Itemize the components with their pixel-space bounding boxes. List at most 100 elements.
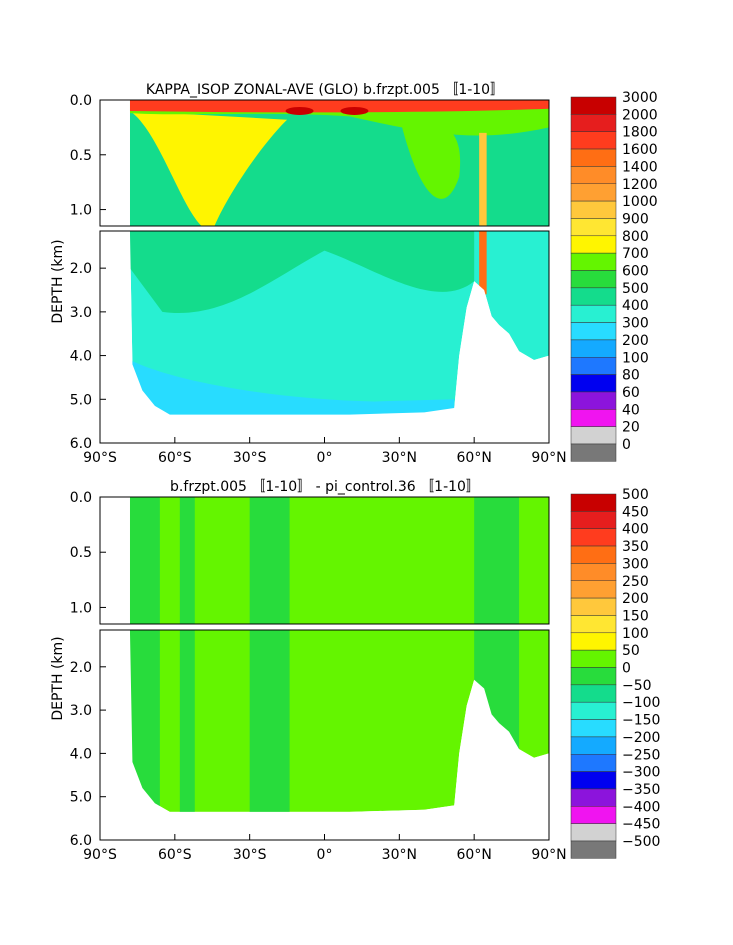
colorbar-label: 400: [622, 522, 649, 538]
colorbar-label: 1800: [622, 125, 658, 141]
colorbar-label: −300: [622, 765, 660, 781]
colorbar-swatch: [570, 684, 617, 703]
y-tick-label: 2.0: [70, 660, 92, 676]
colorbar-label: 500: [622, 487, 649, 503]
colorbar-label: 700: [622, 246, 649, 262]
colorbar-swatch: [570, 409, 617, 427]
colorbar-label: −400: [622, 799, 660, 815]
colorbar-swatch: [570, 183, 617, 202]
y-tick-label: 1.0: [70, 203, 92, 219]
colorbar-swatch: [570, 632, 617, 651]
colorbar-swatch: [570, 252, 617, 271]
chart-title: b.frzpt.005 〚1-10〛 - pi_control.36 〚1-10…: [170, 479, 480, 495]
colorbar-label: 80: [622, 368, 640, 384]
colorbar-swatch: [570, 511, 617, 529]
colorbar-label: 500: [622, 281, 649, 297]
negative-anomaly-column: [129, 497, 160, 624]
colorbar-swatch: [570, 443, 617, 462]
upper-depth-field: [100, 100, 549, 226]
upper-frame: [99, 99, 550, 227]
ocean-anomaly-upper: [129, 497, 549, 624]
colorbar-swatch: [570, 287, 617, 306]
colorbar-swatch: [570, 322, 617, 341]
colorbar-swatch: [570, 806, 617, 824]
colorbar-label: 600: [622, 264, 649, 280]
y-tick-label: 3.0: [70, 703, 92, 719]
y-axis-label: DEPTH (km): [50, 239, 66, 323]
colorbar-label: 40: [622, 402, 640, 418]
colorbar-swatch: [570, 357, 617, 375]
colorbar-swatch: [570, 339, 617, 358]
colorbar-swatch: [570, 96, 617, 115]
colorbar-label: 1200: [622, 177, 658, 193]
colorbar-label: 20: [622, 420, 640, 436]
y-tick-label: 4.0: [70, 349, 92, 365]
y-tick-label: 5.0: [70, 392, 92, 408]
colorbar-label: −200: [622, 730, 660, 746]
x-tick-label: 90°N: [531, 450, 566, 466]
colorbar-label: 100: [622, 350, 649, 366]
land-mask-antarctica: [100, 100, 130, 226]
colorbar-label: 0: [622, 661, 631, 677]
x-tick-label: 60°S: [158, 847, 192, 863]
colorbar-swatch: [570, 114, 617, 132]
colorbar-swatch: [570, 131, 617, 150]
colorbar-label: 300: [622, 556, 649, 572]
colorbar-swatch: [570, 235, 617, 254]
lower-depth-field: [100, 630, 549, 840]
colorbar-label: −250: [622, 747, 660, 763]
colorbar-swatch: [570, 667, 617, 686]
x-tick-label: 60°N: [457, 847, 492, 863]
colorbar-swatch: [570, 218, 617, 237]
chart-panel-2: b.frzpt.005 〚1-10〛 - pi_control.36 〚1-10…: [50, 479, 660, 863]
y-tick-label: 2.0: [70, 261, 92, 277]
intermediate-water: [129, 231, 475, 314]
arctic-plume-lower: [479, 231, 487, 295]
colorbar-swatch: [570, 304, 617, 323]
colorbar-swatch: [570, 391, 617, 410]
colorbar-label: −50: [622, 678, 652, 694]
colorbar-swatch: [570, 736, 617, 755]
y-tick-label: 5.0: [70, 790, 92, 806]
x-tick-label: 30°S: [233, 450, 267, 466]
x-tick-label: 30°N: [382, 847, 417, 863]
colorbar-swatch: [570, 545, 617, 564]
arctic-plume-upper: [479, 132, 487, 226]
colorbar-swatch: [570, 270, 617, 289]
y-tick-label: 6.0: [70, 833, 92, 849]
colorbar-swatch: [570, 493, 617, 512]
colorbar-swatch: [570, 563, 617, 582]
y-axis-label: DEPTH (km): [50, 636, 66, 720]
colorbar-label: 900: [622, 211, 649, 227]
x-tick-label: 90°N: [531, 847, 566, 863]
colorbar-swatch: [570, 840, 617, 859]
colorbar-label: 350: [622, 539, 649, 555]
colorbar-label: 0: [622, 437, 631, 453]
y-tick-label: 0.0: [70, 490, 92, 506]
abyssal-band: [129, 359, 455, 422]
colorbar-swatch: [570, 615, 617, 634]
colorbar-label: 1600: [622, 142, 658, 158]
colorbar-label: 300: [622, 316, 649, 332]
negative-anomaly-column: [179, 497, 195, 624]
colorbar-swatch: [570, 649, 617, 668]
x-tick-label: 30°S: [233, 847, 267, 863]
colorbar-label: −150: [622, 713, 660, 729]
colorbar-label: 200: [622, 333, 649, 349]
colorbar-swatch: [570, 374, 617, 393]
colorbar-swatch: [570, 580, 617, 599]
colorbar-label: 450: [622, 504, 649, 520]
northern-thermocline: [399, 116, 461, 199]
x-tick-label: 90°S: [83, 450, 117, 466]
colorbar-swatch: [570, 754, 617, 772]
y-tick-label: 0.5: [70, 545, 92, 561]
colorbar-label: 60: [622, 385, 640, 401]
colorbar-label: 3000: [622, 90, 658, 106]
y-tick-label: 0.5: [70, 148, 92, 164]
y-tick-label: 3.0: [70, 305, 92, 321]
colorbar-label: 1000: [622, 194, 658, 210]
lower-depth-field: [100, 231, 549, 443]
chart-panel-1: KAPPA_ISOP ZONAL-AVE (GLO) b.frzpt.005 〚…: [50, 82, 658, 466]
negative-anomaly-column: [179, 630, 195, 840]
